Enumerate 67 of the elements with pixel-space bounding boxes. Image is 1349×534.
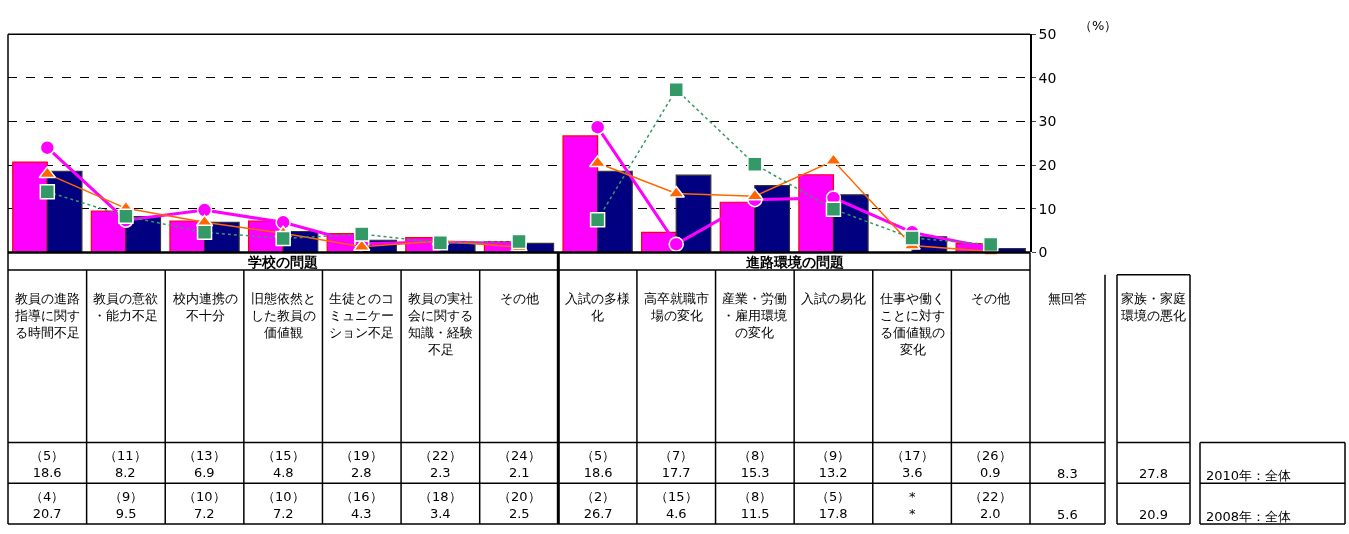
bar [597,170,633,253]
data-label: （8） 11.5 [738,489,773,521]
data-label: （4） 20.7 [30,489,65,521]
data-label: （15） 4.6 [655,489,698,521]
y-tick-label: 0 [1038,244,1048,261]
text: * * [909,489,916,521]
x-tick-label: 高卒就職市場の変化 [644,291,709,323]
data-label: （19） 2.8 [340,448,383,480]
data-label: （5） 18.6 [30,448,65,480]
data-label: 27.8 [1139,466,1168,481]
data-label: 8.3 [1057,466,1078,481]
point [589,119,606,135]
data-label: 20.9 [1139,507,1168,522]
point [668,81,684,98]
x-tick-label: 教員の実社会に関する知識・経験不足 [408,291,473,357]
y-tick-label: 50 [1038,26,1057,43]
category-label: 無回答 [1048,291,1087,306]
data-label: （8） 15.3 [738,448,773,480]
x-tick-label: 入試の易化 [801,291,866,306]
data-label: （18） 3.4 [419,489,462,521]
text: 2008年：全体 [1206,509,1292,524]
point [668,236,684,252]
y-axis-title: （%） [1079,18,1118,33]
y-tick-label: 10 [1038,200,1057,217]
point [904,230,920,246]
data-label: （26） 0.9 [969,448,1012,480]
data-label: （5） 17.8 [816,489,851,521]
text: 進路環境の問題 [745,254,844,270]
bar [12,161,48,253]
x-tick-label: 教員の意欲・能力不足 [93,291,158,323]
point [39,139,56,156]
y-tick-label: 40 [1038,69,1057,86]
x-tick-label: 校内連携の不十分 [172,291,238,323]
data-label: （24） 2.1 [498,448,541,480]
data-label: （7） 17.7 [659,448,694,480]
data-label: （10） 7.2 [262,489,305,521]
point [589,211,606,228]
x-tick-label: 旧態依然とした教員の価値観 [251,291,316,340]
point [825,201,842,217]
x-tick-label: その他 [500,291,539,306]
x-tick-label: 仕事や働くことに対する価値観の変化 [879,291,945,357]
data-label: （5） 18.6 [581,448,616,480]
point [747,156,763,173]
y-tick-label: 20 [1038,157,1057,174]
category-label: 家族・家庭環境の悪化 [1121,291,1186,323]
point [746,188,764,201]
x-tick-label: 生徒とのコミュニケーション不足 [329,291,394,340]
x-tick-label: 入試の多様化 [565,291,630,323]
data-label: （11） 8.2 [104,448,147,480]
data-label: （9） 9.5 [109,489,144,521]
data-label: （16） 4.3 [340,489,383,521]
x-tick-label: その他 [971,291,1010,306]
x-tick-label: 教員の進路指導に関する時間不足 [14,291,80,340]
x-tick-label: 産業・労働・雇用環境の変化 [722,291,787,340]
data-label: 5.6 [1057,507,1078,522]
data-label: （10） 7.2 [183,489,226,521]
text: 学校の問題 [248,254,318,270]
data-label: （20） 2.5 [498,489,541,521]
data-label: （13） 6.9 [183,448,226,480]
y-tick-label: 30 [1038,113,1057,130]
data-label: （17） 3.6 [891,448,934,480]
text: 2010年：全体 [1206,468,1292,483]
data-label: （9） 13.2 [816,448,851,480]
data-label: （22） 2.3 [419,448,462,480]
data-label: （22） 2.0 [969,489,1012,521]
data-label: （15） 4.8 [262,448,305,480]
data-label: （2） 26.7 [581,489,616,521]
